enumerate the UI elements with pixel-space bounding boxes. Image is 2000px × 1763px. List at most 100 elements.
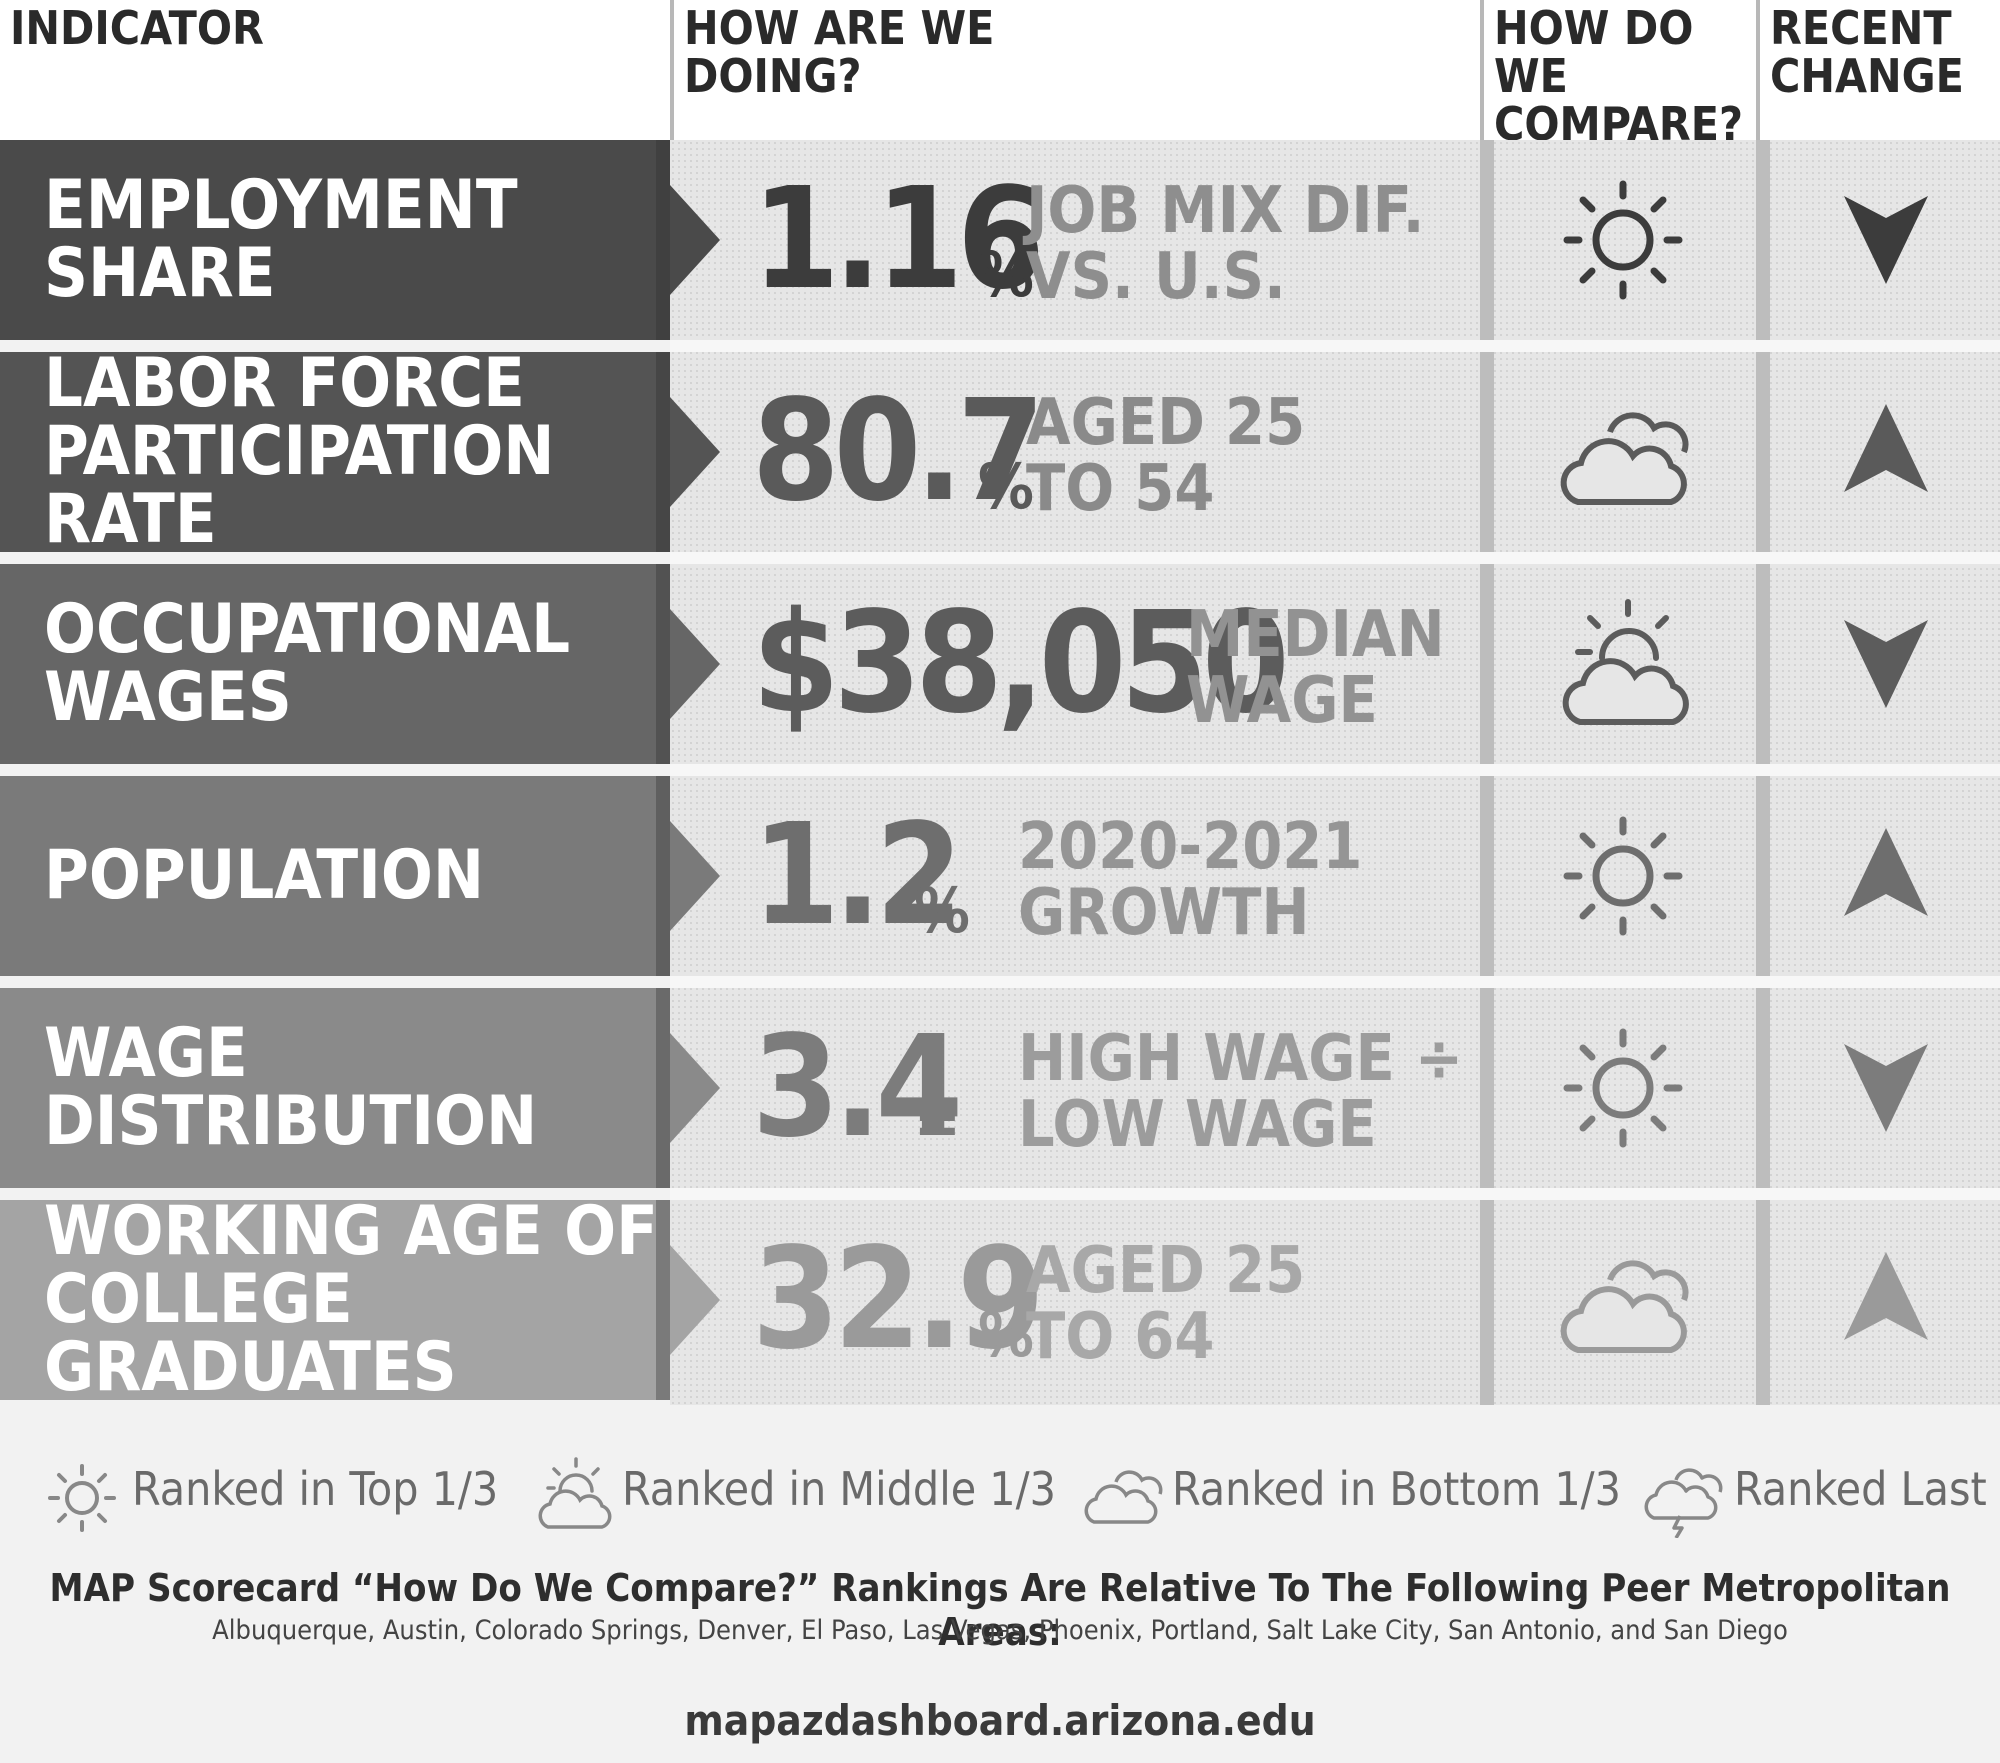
indicator-banner: OCCUPATIONAL WAGES [0,564,670,764]
arrow-down-icon [1844,196,1928,284]
cloud-icon [1560,1260,1689,1353]
header-how-doing-line2: DOING? [684,49,862,103]
pointer-arrow [670,1245,720,1355]
legend-bottom-label: Ranked in Bottom 1/3 [1172,1462,1621,1516]
indicator-value: 80.7 [752,370,1045,533]
sun-icon [48,1464,116,1532]
row-separator [670,552,2000,564]
indicator-label-line: WAGE DISTRIBUTION [44,1014,538,1161]
header-divider [1480,0,1484,140]
cloud-icon [1560,412,1689,505]
row-separator [670,764,2000,776]
arrow-up-icon [1844,1252,1928,1340]
indicator-description-line: AGED 25 [1026,386,1306,460]
indicator-description-line: HIGH WAGE ÷ [1018,1022,1464,1096]
indicator-unit: % [914,874,970,947]
header-indicator-label: INDICATOR [10,1,264,55]
row-separator [670,1188,2000,1200]
indicator-label-line: OCCUPATIONAL [44,590,571,669]
partly-cloudy-icon [1562,599,1689,725]
legend-top-label: Ranked in Top 1/3 [132,1462,499,1516]
arrow-up-icon [1844,828,1928,916]
indicator-description-line: TO 54 [1026,452,1215,526]
indicator-label-line: WAGES [44,658,292,737]
indicator-label-line: PARTICIPATION RATE [44,412,555,559]
indicator-label: WORKING AGE OF COLLEGE GRADUATES [44,1198,670,1402]
indicator-label: POPULATION [44,842,484,910]
indicator-description-line: VS. U.S. [1026,240,1286,314]
row-separator [670,976,2000,988]
indicator-label: OCCUPATIONAL WAGES [44,596,570,732]
legend-middle-label: Ranked in Middle 1/3 [622,1462,1056,1516]
indicator-description-line: JOB MIX DIF. [1026,174,1425,248]
legend-last-label: Ranked Last [1734,1462,1987,1516]
header-compare: HOW DO WE COMPARE? [1484,0,1756,148]
indicator-description-line: 2020-2021 [1018,810,1363,884]
header-divider [1756,0,1760,140]
sun-icon [1563,180,1683,300]
pointer-arrow [670,1033,720,1143]
indicator-value: 1.16 [752,158,1045,321]
indicator-description-line: TO 64 [1026,1300,1215,1374]
pointer-arrow [670,397,720,507]
indicator-label-line: POPULATION [44,836,485,915]
arrow-down-icon [1844,620,1928,708]
banner-edge [656,140,670,340]
indicator-label-line: WORKING AGE OF [44,1192,658,1271]
sun-icon [1563,816,1683,936]
indicator-banner: LABOR FORCE PARTICIPATION RATE [0,350,670,554]
indicator-unit: % [978,238,1034,311]
arrow-up-icon [1844,404,1928,492]
indicator-label: EMPLOYMENT SHARE [44,172,670,308]
pointer-arrow [670,821,720,931]
indicator-banner: EMPLOYMENT SHARE [0,140,670,340]
header-change: RECENT CHANGE [1760,0,2000,140]
row-separator [670,340,2000,352]
indicator-banner: POPULATION [0,776,670,976]
indicator-banner: WORKING AGE OF COLLEGE GRADUATES [0,1198,670,1402]
indicator-label-line: COLLEGE GRADUATES [44,1260,457,1407]
pointer-arrow [670,609,720,719]
indicator-unit: = [914,1086,961,1159]
header-change-line2: CHANGE [1770,49,1964,103]
indicator-label: LABOR FORCE PARTICIPATION RATE [44,350,670,554]
indicator-banner: WAGE DISTRIBUTION [0,988,670,1188]
indicator-value: 1.2 [752,794,963,957]
header-indicator: INDICATOR [0,0,670,140]
footer-areas: Albuquerque, Austin, Colorado Springs, D… [212,1615,1788,1646]
indicator-description: JOB MIX DIF. VS. U.S. [1026,178,1424,310]
partly-cloudy-icon [538,1457,612,1529]
storm-cloud-icon [1644,1468,1723,1538]
pointer-arrow [670,185,720,295]
footer-url[interactable]: mapazdashboard.arizona.edu [684,1696,1316,1745]
indicator-description: AGED 25 TO 64 [1026,1238,1305,1370]
banner-edge [656,1200,670,1400]
indicator-description-line: MEDIAN [1186,598,1445,672]
header-how-doing-line1: HOW ARE WE [684,1,995,55]
footer-title: MAP Scorecard “How Do We Compare?” Ranki… [49,1566,1951,1654]
indicator-label: WAGE DISTRIBUTION [44,1020,670,1156]
indicator-unit: % [978,1298,1034,1371]
header-change-line1: RECENT [1770,1,1952,55]
banner-edge [656,776,670,976]
indicator-description-line: WAGE [1186,664,1378,738]
indicator-value: $38,050 [752,582,1290,745]
indicator-description-line: AGED 25 [1026,1234,1306,1308]
indicator-value: 32.9 [752,1218,1045,1381]
indicator-label-line: EMPLOYMENT SHARE [44,166,518,313]
arrow-down-icon [1844,1044,1928,1132]
header-how-doing: HOW ARE WE DOING? [674,0,1480,140]
indicator-value: 3.4 [752,1006,963,1169]
indicator-label-line: LABOR FORCE [44,344,525,423]
sun-icon [1563,1028,1683,1148]
indicator-unit: % [978,450,1034,523]
banner-edge [656,564,670,764]
indicator-description-line: LOW WAGE [1018,1088,1377,1162]
header-compare-line1: HOW DO WE [1494,1,1694,103]
cloud-icon [1084,1470,1163,1524]
indicator-description: AGED 25 TO 54 [1026,390,1305,522]
banner-edge [656,352,670,552]
header-divider [670,0,674,140]
indicator-description: 2020-2021 GROWTH [1018,814,1362,946]
banner-edge [656,988,670,1188]
